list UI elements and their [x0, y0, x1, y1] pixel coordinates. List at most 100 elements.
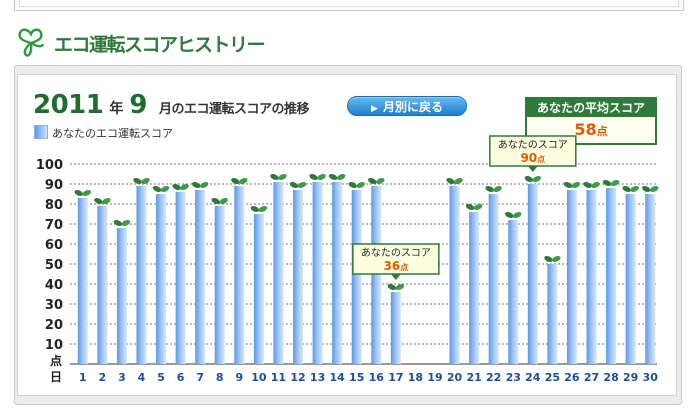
back-to-monthly-label: 月別に戻る [382, 100, 443, 114]
y-tick-label: 70 [45, 218, 63, 233]
callout-box [489, 135, 577, 167]
year-unit: 年 [109, 101, 124, 117]
bar [116, 228, 127, 364]
y-axis-unit: 点 [50, 353, 62, 368]
sprout-icon [250, 205, 268, 213]
x-tick-label: 13 [310, 371, 325, 384]
bar [508, 220, 519, 364]
average-score-value: 58 [574, 120, 597, 139]
x-tick-label: 14 [329, 371, 345, 384]
x-tick-label: 2 [99, 371, 107, 384]
y-tick-label: 100 [36, 158, 63, 173]
bar [156, 194, 167, 364]
bar [645, 194, 656, 364]
x-axis-unit: 日 [50, 370, 62, 384]
bar [586, 190, 597, 364]
bar [547, 264, 558, 364]
x-tick-label: 24 [525, 371, 541, 384]
sprout-icon [446, 177, 463, 185]
bar [488, 194, 499, 364]
sprout-icon [211, 197, 228, 205]
bar [625, 194, 636, 364]
x-tick-label: 4 [138, 371, 146, 384]
x-tick-label: 20 [447, 371, 463, 384]
x-tick-label: 23 [506, 371, 521, 384]
bar [332, 182, 343, 364]
bar [234, 186, 245, 364]
average-score-unit: 点 [596, 125, 608, 138]
callout-label: あなたのスコア [361, 247, 431, 259]
sprout-icon [328, 173, 346, 181]
sprout-icon [231, 177, 248, 185]
bar [195, 190, 206, 364]
sprout-icon [74, 189, 92, 197]
x-tick-label: 18 [408, 371, 423, 384]
sprout-icon [113, 219, 131, 227]
x-tick-label: 27 [584, 371, 599, 384]
bar [293, 190, 304, 364]
sprout-icon [505, 211, 522, 219]
x-tick-label: 19 [427, 371, 442, 384]
x-tick-label: 8 [216, 371, 224, 384]
x-tick-label: 25 [545, 371, 560, 384]
average-score-label: あなたの平均スコア [527, 99, 655, 117]
y-tick-label: 20 [45, 318, 63, 333]
y-tick-label: 90 [45, 178, 63, 193]
bar [312, 182, 323, 364]
x-tick-label: 17 [388, 371, 403, 384]
y-tick-label: 10 [45, 338, 63, 353]
bar [390, 292, 401, 364]
sprout-icon [191, 181, 209, 189]
chevron-right-icon: ▶ [371, 104, 378, 114]
x-tick-label: 6 [177, 371, 185, 384]
sprout-icon [368, 177, 385, 185]
sprout-icon [387, 283, 405, 291]
clover-icon [18, 28, 45, 57]
previous-panel-inner [19, 0, 679, 7]
callout-value: 36点 [383, 259, 408, 273]
sprout-icon [563, 181, 581, 189]
callout-label: あなたのスコア [498, 139, 568, 151]
back-to-monthly-button[interactable]: ▶ 月別に戻る [347, 96, 467, 116]
callout-value: 90点 [520, 151, 545, 165]
sprout-icon [465, 203, 483, 211]
bar [606, 188, 617, 364]
bar [253, 214, 264, 364]
x-tick-label: 5 [157, 371, 165, 384]
x-tick-label: 1 [79, 371, 87, 384]
previous-panel [14, 0, 684, 11]
bar [77, 198, 88, 364]
x-tick-label: 16 [369, 371, 385, 384]
sprout-icon [641, 185, 659, 193]
bar [527, 184, 538, 364]
sprout-icon [289, 181, 307, 189]
y-tick-label: 80 [45, 198, 63, 213]
legend-swatch [34, 125, 48, 139]
bar [566, 190, 577, 364]
average-score-box: あなたの平均スコア 58点 [525, 97, 657, 145]
x-tick-label: 11 [271, 371, 286, 384]
bar [175, 192, 186, 364]
sprout-icon [622, 185, 639, 193]
sprout-icon [583, 181, 600, 189]
sprout-icon [152, 185, 170, 193]
x-tick-label: 10 [251, 371, 267, 384]
sprout-icon [544, 255, 561, 263]
y-tick-label: 30 [45, 298, 63, 313]
month-value: 9 [129, 90, 147, 120]
x-tick-label: 12 [290, 371, 305, 384]
x-tick-label: 30 [643, 371, 659, 384]
year-value: 2011 [33, 90, 104, 120]
legend-label: あなたのエコ運転スコア [52, 127, 173, 140]
bar [351, 190, 362, 364]
bar [136, 186, 147, 364]
sprout-icon [485, 185, 502, 193]
x-tick-label: 22 [486, 371, 501, 384]
bar [214, 206, 225, 364]
y-tick-label: 50 [45, 258, 63, 273]
x-tick-label: 26 [564, 371, 580, 384]
bar [273, 182, 284, 364]
bar [371, 186, 382, 364]
x-tick-label: 28 [603, 371, 618, 384]
